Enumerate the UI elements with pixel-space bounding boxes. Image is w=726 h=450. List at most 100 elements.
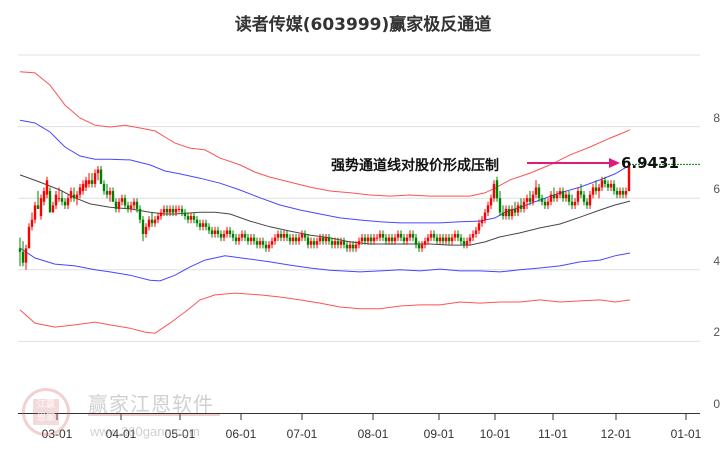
candle-body <box>153 219 157 224</box>
candle-body <box>594 187 598 192</box>
candle-body <box>150 219 154 224</box>
candle-body <box>336 241 340 245</box>
candle-body <box>255 241 259 245</box>
candle-body <box>234 237 238 242</box>
candle-body <box>525 198 529 202</box>
x-tick-label: 10-01 <box>479 427 511 441</box>
candle-body <box>603 180 607 184</box>
candle-body <box>501 212 505 217</box>
candle-body <box>228 230 232 234</box>
candle-body <box>513 208 517 213</box>
candle-body <box>213 230 217 234</box>
candle-body <box>558 191 562 195</box>
candle-body <box>162 208 166 213</box>
y-tick-label: 6 <box>713 182 720 197</box>
candle-body <box>105 191 109 195</box>
candle-body <box>111 191 115 202</box>
candle-body <box>588 194 592 206</box>
candle-body <box>159 212 163 217</box>
candle-body <box>576 191 580 202</box>
candle-body <box>144 226 148 234</box>
candle-body <box>537 187 541 199</box>
candle-body <box>441 237 445 242</box>
candle-body <box>360 237 364 242</box>
candle-body <box>303 234 307 238</box>
candle-body <box>66 198 70 206</box>
candle-body <box>417 244 421 249</box>
candle-body <box>612 183 616 192</box>
candle-body <box>540 198 544 202</box>
candle-body <box>261 241 265 245</box>
annotation-arrow <box>527 158 700 168</box>
candle-body <box>591 187 595 195</box>
candle-body <box>504 208 508 217</box>
x-tick-label: 07-01 <box>286 427 318 441</box>
x-tick-label: 06-01 <box>225 427 257 441</box>
candle-body <box>570 201 574 206</box>
candle-body <box>81 183 85 192</box>
candle-body <box>156 216 160 220</box>
candle-body <box>309 241 313 245</box>
candle-body <box>369 237 373 242</box>
watermark-name: 赢家江恩软件 <box>88 392 214 416</box>
candle-body <box>420 244 424 249</box>
candle-body <box>447 237 451 242</box>
candle-body <box>480 219 484 224</box>
x-tick-label: 11-01 <box>538 427 568 441</box>
candle-body <box>579 191 583 195</box>
candle-body <box>90 180 94 184</box>
y-tick-label: 0 <box>713 397 720 411</box>
candle-body <box>222 234 226 238</box>
candle-body <box>624 191 628 195</box>
candle-body <box>72 194 76 199</box>
candle-body <box>549 194 553 202</box>
candle-body <box>231 234 235 238</box>
candle-body <box>423 241 427 245</box>
candle-body <box>282 234 286 238</box>
candle-body <box>456 234 460 238</box>
candle-body <box>249 237 253 242</box>
candle-body <box>219 234 223 238</box>
candle-body <box>396 234 400 238</box>
candle-body <box>333 241 337 245</box>
candle-body <box>534 187 538 195</box>
candle-body <box>582 194 586 202</box>
candle-body <box>300 234 304 238</box>
candle-body <box>351 244 355 249</box>
candle-body <box>444 237 448 242</box>
candle-body <box>585 201 589 206</box>
candle-body <box>192 216 196 220</box>
candle-body <box>600 180 604 188</box>
lower-inner-band-line <box>19 247 631 282</box>
y-tick-label: 8 <box>713 110 720 125</box>
candle-body <box>57 198 61 200</box>
candle-body <box>285 234 289 238</box>
candle-body <box>450 237 454 242</box>
candle-body <box>342 241 346 245</box>
candle-body <box>30 219 34 227</box>
candle-body <box>204 223 208 227</box>
candle-body <box>459 237 463 242</box>
candle-body <box>345 244 349 249</box>
candle-body <box>531 194 535 202</box>
candle-body <box>126 205 130 209</box>
candle-body <box>510 208 514 217</box>
candle-body <box>75 194 79 199</box>
candle-body <box>45 180 49 195</box>
candle-body <box>627 165 631 192</box>
candle-body <box>609 183 613 188</box>
watermark-url: www.360gann.com <box>90 424 200 439</box>
candle-body <box>186 216 190 220</box>
candle-body <box>498 198 502 213</box>
candle-body <box>195 219 199 224</box>
candle-body <box>27 226 31 249</box>
candle-body <box>21 251 25 263</box>
candle-body <box>483 212 487 220</box>
candle-body <box>312 241 316 245</box>
candle-body <box>306 237 310 245</box>
candle-body <box>174 208 178 213</box>
watermark-logo: 江赢恩家 <box>22 388 70 436</box>
x-tick-label: 08-01 <box>357 427 389 441</box>
candle-body <box>495 180 499 199</box>
candle-body <box>180 208 184 213</box>
